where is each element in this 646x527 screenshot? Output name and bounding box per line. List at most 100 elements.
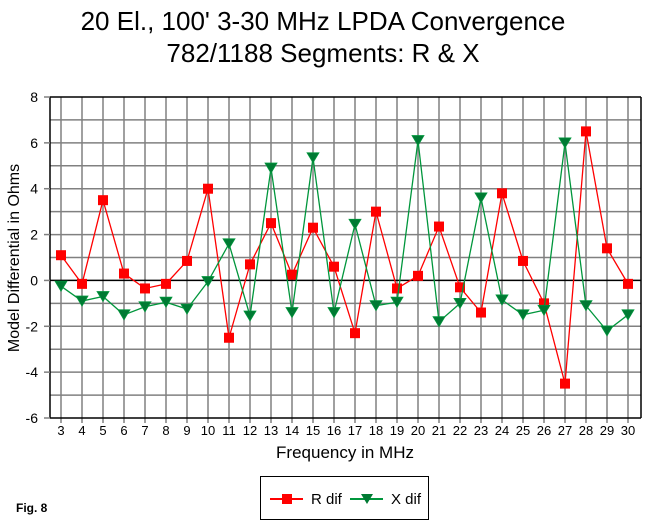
data-point-x-dif	[96, 291, 110, 303]
x-tick-label: 21	[432, 423, 446, 438]
data-point-r-dif	[539, 298, 549, 309]
legend-line-r	[270, 494, 303, 504]
y-tick-label: 2	[30, 227, 38, 243]
x-tick-label: 12	[243, 423, 257, 438]
series-line-r-dif	[60, 131, 629, 384]
x-tick-label: 9	[183, 423, 190, 438]
data-point-r-dif	[308, 222, 318, 233]
data-point-x-dif	[495, 294, 509, 306]
data-point-r-dif	[98, 195, 108, 206]
data-point-x-dif	[474, 192, 488, 204]
y-tick-label: -6	[26, 410, 39, 426]
data-point-r-dif	[56, 250, 66, 261]
data-point-x-dif	[285, 307, 299, 319]
data-point-x-dif	[243, 310, 257, 322]
data-point-r-dif	[434, 221, 444, 232]
legend-label-x: X dif	[391, 490, 422, 508]
x-tick-label: 10	[201, 423, 215, 438]
data-point-x-dif	[516, 309, 530, 321]
x-tick-label: 6	[120, 423, 127, 438]
legend-line-x	[350, 494, 383, 504]
x-tick-label: 24	[495, 423, 509, 438]
x-tick-label: 28	[579, 423, 593, 438]
data-point-x-dif	[54, 280, 68, 292]
data-point-r-dif	[140, 283, 150, 294]
y-axis-label: Model Differential in Ohms	[6, 164, 23, 352]
y-tick-label: 8	[30, 89, 38, 105]
data-point-x-dif	[159, 296, 173, 308]
chart-title: 20 El., 100' 3-30 MHz LPDA Convergence	[80, 6, 566, 36]
y-tick-label: -4	[26, 364, 39, 380]
y-tick-label: -2	[26, 318, 39, 334]
x-tick-label: 11	[222, 423, 236, 438]
data-point-x-dif	[453, 297, 467, 310]
data-point-r-dif	[497, 188, 507, 199]
data-point-r-dif	[329, 261, 339, 272]
y-tick-label: 0	[30, 272, 38, 288]
legend-item-r-dif: R dif	[270, 477, 342, 521]
data-point-r-dif	[560, 378, 570, 389]
data-point-x-dif	[264, 162, 278, 174]
x-tick-label: 13	[264, 423, 278, 438]
data-point-x-dif	[222, 238, 236, 250]
x-tick-label: 29	[600, 423, 614, 438]
data-point-r-dif	[476, 307, 486, 318]
data-point-r-dif	[161, 278, 171, 289]
legend-label-r: R dif	[311, 490, 342, 508]
x-tick-label: 19	[390, 423, 404, 438]
data-point-x-dif	[558, 137, 572, 149]
data-point-x-dif	[117, 309, 131, 321]
data-point-x-dif	[180, 303, 194, 315]
x-tick-label: 26	[537, 423, 551, 438]
y-tick-label: 6	[30, 135, 38, 151]
data-point-r-dif	[203, 183, 213, 194]
data-point-x-dif	[306, 152, 320, 164]
square-marker-icon	[282, 494, 292, 504]
axes	[44, 96, 642, 419]
data-point-x-dif	[369, 300, 383, 312]
data-point-x-dif	[579, 300, 593, 312]
data-point-x-dif	[138, 301, 152, 313]
x-tick-label: 3	[57, 423, 64, 438]
data-point-r-dif	[455, 282, 465, 293]
data-point-x-dif	[75, 295, 89, 307]
data-point-r-dif	[581, 126, 591, 137]
data-point-r-dif	[413, 270, 423, 281]
data-point-x-dif	[348, 218, 362, 231]
data-point-x-dif	[201, 276, 215, 288]
data-point-r-dif	[77, 278, 87, 289]
y-tick-label: 4	[30, 181, 38, 197]
data-point-r-dif	[392, 283, 402, 294]
data-point-r-dif	[518, 255, 528, 266]
data-point-r-dif	[350, 328, 360, 339]
x-tick-label: 27	[558, 423, 572, 438]
data-point-r-dif	[371, 206, 381, 217]
x-tick-label: 14	[285, 423, 299, 438]
x-axis-label: Frequency in MHz	[276, 443, 414, 462]
x-tick-label: 7	[141, 423, 148, 438]
x-tick-label: 8	[162, 423, 169, 438]
data-point-r-dif	[119, 268, 129, 279]
x-tick-label: 17	[348, 423, 362, 438]
data-point-x-dif	[600, 325, 614, 337]
data-point-x-dif	[432, 316, 446, 328]
x-tick-label: 4	[78, 423, 85, 438]
data-point-r-dif	[266, 218, 276, 229]
grid	[50, 97, 641, 423]
data-point-r-dif	[623, 278, 633, 289]
figure-label: Fig. 8	[16, 501, 48, 515]
x-tick-label: 15	[306, 423, 320, 438]
legend: R dif X dif	[260, 476, 429, 520]
data-point-x-dif	[537, 304, 551, 317]
data-point-x-dif	[411, 135, 425, 147]
data-point-r-dif	[245, 259, 255, 270]
data-point-r-dif	[602, 243, 612, 254]
triangle-marker-icon	[361, 494, 373, 504]
chart-subtitle: 782/1188 Segments: R & X	[166, 38, 480, 68]
data-point-r-dif	[287, 269, 297, 280]
x-tick-label: 30	[621, 423, 635, 438]
x-tick-label: 5	[99, 423, 106, 438]
data-point-x-dif	[621, 309, 635, 321]
x-tick-label: 16	[327, 423, 341, 438]
